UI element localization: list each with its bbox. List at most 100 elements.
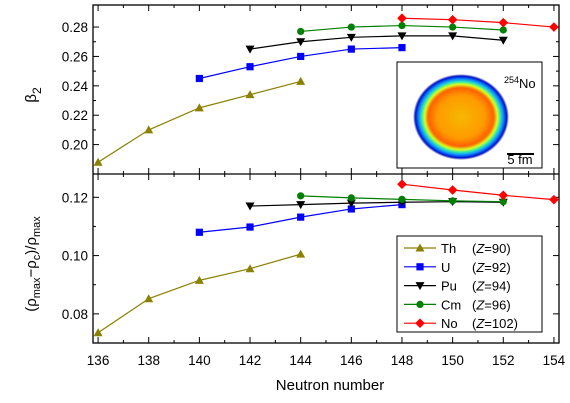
- x-tick-label: 136: [87, 353, 110, 368]
- legend-marker: [416, 263, 424, 271]
- data-point-th: [93, 328, 103, 337]
- legend-marker: [415, 243, 425, 252]
- legend-z-label: (Z=96): [472, 297, 511, 312]
- data-point-pu: [448, 32, 458, 41]
- series-th: [93, 249, 306, 337]
- data-point-pu: [245, 45, 255, 54]
- data-point-u: [195, 74, 203, 83]
- series-pu: [245, 198, 508, 211]
- legend-label: Pu: [441, 279, 457, 294]
- legend-item-cm: Cm (Z=96): [404, 297, 511, 312]
- data-point-u: [297, 213, 305, 221]
- x-tick-label: 150: [441, 353, 464, 368]
- data-point-pu: [296, 201, 306, 210]
- data-point-u: [398, 44, 406, 52]
- data-point-no: [447, 14, 458, 25]
- legend-item-u: U (Z=92): [404, 260, 511, 275]
- nucleus-mass: 254: [504, 75, 519, 85]
- series-line-th: [97, 80, 301, 163]
- beta2-panel: 0.20 0.22 0.24 0.26 0.28: [62, 5, 559, 174]
- legend-label: Th: [441, 241, 456, 256]
- data-point-no: [498, 17, 509, 28]
- data-point-pu: [498, 36, 508, 45]
- data-point-cm: [398, 195, 406, 203]
- data-point-cm: [398, 21, 406, 30]
- data-point-cm: [449, 23, 457, 31]
- data-point-u: [297, 52, 305, 61]
- series-no: [397, 13, 559, 32]
- y-title-top-subscript: 2: [30, 87, 44, 94]
- data-point-th: [245, 90, 255, 99]
- data-point-cm: [499, 26, 507, 34]
- data-point-pu: [245, 202, 255, 211]
- series-line-no: [401, 17, 554, 28]
- legend-marker: [416, 300, 424, 308]
- data-point-cm: [499, 198, 507, 206]
- series-u: [195, 44, 406, 83]
- legend-label: U: [441, 260, 450, 275]
- series-line-no: [401, 183, 554, 201]
- data-point-th: [245, 264, 255, 273]
- y-tick-label: 0.08: [62, 307, 88, 322]
- nucleus-density-image: [413, 74, 509, 160]
- data-point-u: [195, 228, 203, 236]
- data-point-pu: [346, 33, 356, 42]
- series-line-th: [97, 253, 301, 334]
- data-point-no: [498, 190, 509, 201]
- y-tick-label: 0.24: [62, 79, 89, 94]
- data-point-th: [144, 294, 154, 303]
- y-tick-label: 0.12: [62, 190, 88, 205]
- x-tick-label: 152: [492, 353, 515, 368]
- data-point-th: [194, 103, 204, 112]
- y-title-bottom-part-2: max: [31, 277, 43, 298]
- x-tick-label: 148: [391, 353, 414, 368]
- data-point-no: [397, 179, 407, 189]
- data-point-pu: [296, 38, 306, 47]
- data-point-u: [347, 45, 355, 53]
- data-point-cm: [347, 23, 355, 31]
- y-title-bottom-part-4: c: [31, 254, 43, 260]
- x-axis-title: Neutron number: [276, 377, 384, 394]
- data-point-th: [194, 275, 204, 284]
- series-th: [93, 76, 306, 166]
- nucleus-symbol: No: [519, 76, 536, 91]
- legend-item-pu: Pu (Z=94): [404, 279, 511, 294]
- x-tick-label: 142: [239, 353, 262, 368]
- x-tick-label: 140: [188, 353, 211, 368]
- data-point-u: [347, 205, 355, 213]
- legend-marker: [415, 318, 425, 328]
- y-tick-label: 0.26: [62, 49, 88, 64]
- y-title-bottom-part-1: (ρ: [23, 298, 40, 312]
- y-tick-label: 0.28: [62, 20, 88, 35]
- series-no: [397, 179, 559, 205]
- data-point-cm: [449, 197, 457, 205]
- data-point-no: [447, 185, 458, 195]
- data-point-no: [397, 13, 407, 24]
- legend-label: Cm: [441, 297, 461, 312]
- data-point-th: [296, 76, 306, 85]
- legend-z-label: (Z=102): [472, 316, 518, 331]
- x-tick-label: 144: [289, 353, 312, 368]
- data-point-pu: [346, 199, 356, 208]
- series-pu: [245, 32, 508, 54]
- legend-z-label: (Z=94): [472, 279, 511, 294]
- data-point-th: [93, 157, 103, 166]
- density-panel: 0.08 0.10 0.12: [62, 174, 559, 343]
- y-title-top-symbol: β: [23, 94, 40, 103]
- data-point-no: [549, 194, 559, 205]
- legend-item-no: No (Z=102): [404, 316, 518, 331]
- legend-item-th: Th (Z=90): [404, 241, 511, 256]
- y-axis-title-top: β2: [23, 87, 44, 103]
- data-point-th: [144, 125, 154, 134]
- legend: Th (Z=90) U (Z=92) Pu (Z=94) Cm (Z=96) No (Z=102): [396, 235, 543, 333]
- data-point-cm: [347, 194, 355, 202]
- nucleus-density-inset: 254No 5 fm: [396, 61, 543, 169]
- series-cm: [297, 21, 507, 36]
- y-title-bottom-part-5: )/ρ: [23, 237, 40, 255]
- y-title-bottom-part-3: −ρ: [23, 260, 40, 277]
- x-tick-label: 146: [340, 353, 363, 368]
- y-tick-label: 0.10: [62, 249, 88, 264]
- nucleus-label: 254No: [504, 75, 536, 91]
- data-point-u: [246, 63, 254, 71]
- data-point-pu: [397, 32, 407, 41]
